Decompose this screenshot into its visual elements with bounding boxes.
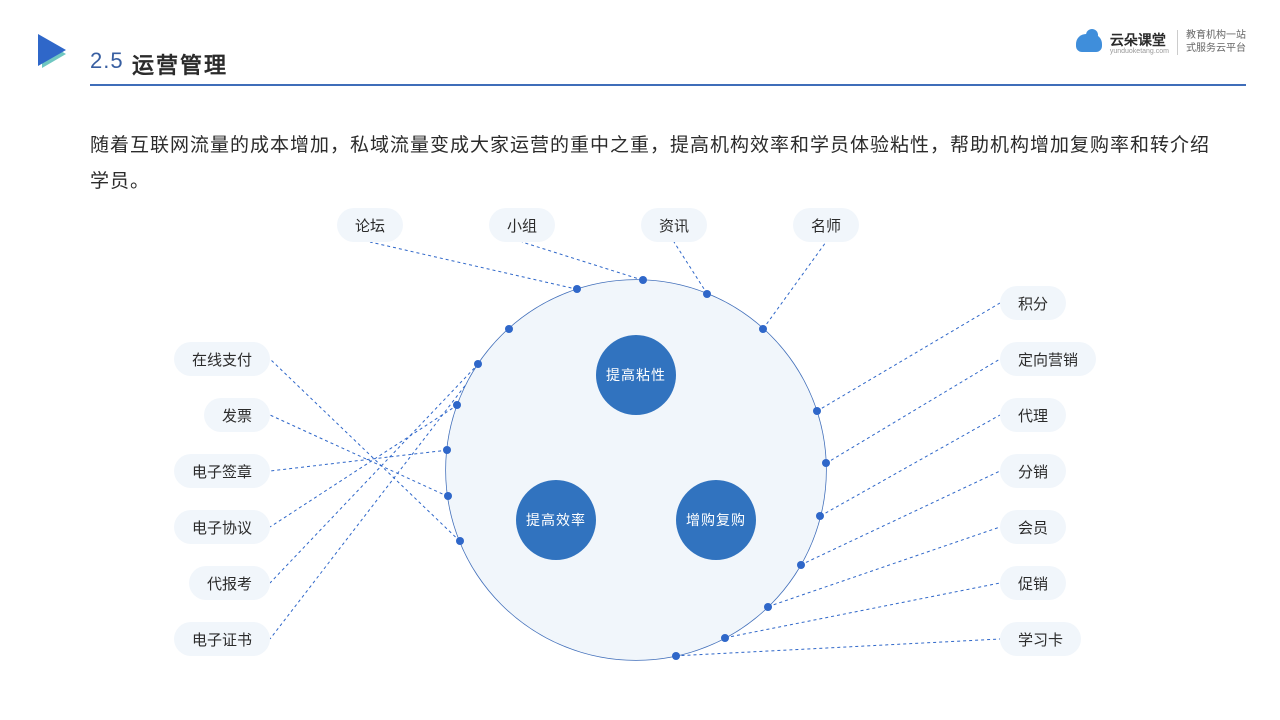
feature-pill: 代理 bbox=[1000, 398, 1066, 432]
perimeter-dot bbox=[721, 634, 729, 642]
perimeter-dot bbox=[797, 561, 805, 569]
perimeter-dot bbox=[764, 603, 772, 611]
feature-pill: 学习卡 bbox=[1000, 622, 1081, 656]
slide-header: 2.5 运营管理 云朵课堂 yunduoketang.com 教育机构一站 式服… bbox=[0, 40, 1280, 96]
perimeter-dot bbox=[813, 407, 821, 415]
brand-tagline: 教育机构一站 式服务云平台 bbox=[1177, 30, 1246, 55]
perimeter-dot bbox=[639, 276, 647, 284]
feature-pill: 电子签章 bbox=[174, 454, 270, 488]
feature-pill: 促销 bbox=[1000, 566, 1066, 600]
intro-paragraph: 随着互联网流量的成本增加，私域流量变成大家运营的重中之重，提高机构效率和学员体验… bbox=[90, 128, 1220, 200]
feature-pill: 电子协议 bbox=[174, 510, 270, 544]
section-number: 2.5 bbox=[90, 48, 124, 74]
feature-pill: 在线支付 bbox=[174, 342, 270, 376]
perimeter-dot bbox=[822, 459, 830, 467]
brand-name: 云朵课堂 bbox=[1110, 30, 1169, 50]
operations-radial-diagram: 提高粘性提高效率增购复购 论坛 小组 资讯 名师积分定向营销代理分销会员促销学习卡 在线支… bbox=[0, 200, 1280, 720]
feature-pill: 发票 bbox=[204, 398, 270, 432]
feature-pill: 电子证书 bbox=[174, 622, 270, 656]
feature-pill: 代报考 bbox=[189, 566, 270, 600]
perimeter-dot bbox=[456, 537, 464, 545]
brand-tagline-line: 式服务云平台 bbox=[1186, 43, 1246, 56]
brand-sub: yunduoketang.com bbox=[1110, 48, 1169, 55]
perimeter-dot bbox=[759, 325, 767, 333]
cloud-icon bbox=[1076, 34, 1102, 52]
feature-pill: 资讯 bbox=[641, 208, 707, 242]
perimeter-dot bbox=[703, 290, 711, 298]
section-title: 运营管理 bbox=[132, 48, 228, 80]
perimeter-dot bbox=[816, 512, 824, 520]
feature-pill: 积分 bbox=[1000, 286, 1066, 320]
feature-pill: 分销 bbox=[1000, 454, 1066, 488]
feature-pill: 小组 bbox=[489, 208, 555, 242]
feature-pill: 定向营销 bbox=[1000, 342, 1096, 376]
hub-right: 增购复购 bbox=[676, 480, 756, 560]
brand-tagline-line: 教育机构一站 bbox=[1186, 30, 1246, 43]
perimeter-dot bbox=[505, 325, 513, 333]
feature-pill: 名师 bbox=[793, 208, 859, 242]
hub-left: 提高效率 bbox=[516, 480, 596, 560]
brand-logo: 云朵课堂 yunduoketang.com 教育机构一站 式服务云平台 bbox=[1076, 30, 1246, 55]
hub-top: 提高粘性 bbox=[596, 335, 676, 415]
feature-pill: 论坛 bbox=[337, 208, 403, 242]
header-rule bbox=[90, 84, 1246, 86]
perimeter-dot bbox=[672, 652, 680, 660]
feature-pill: 会员 bbox=[1000, 510, 1066, 544]
